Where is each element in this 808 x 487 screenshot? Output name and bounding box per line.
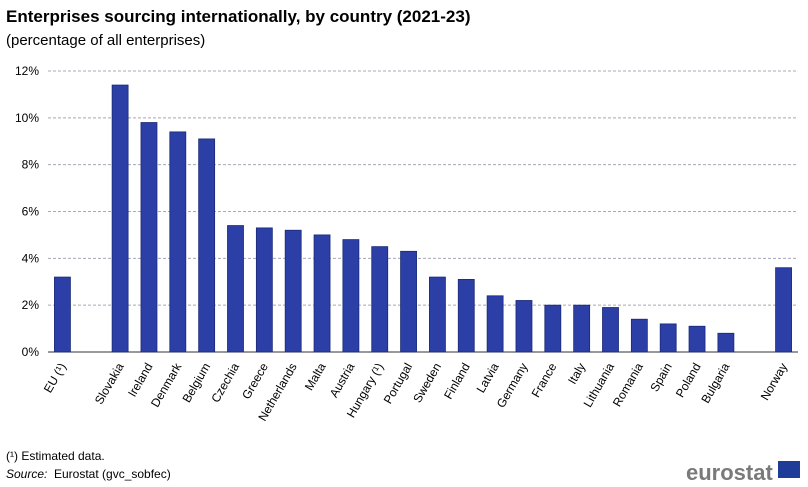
x-tick-label: France: [529, 360, 560, 400]
x-tick-label: Slovakia: [92, 360, 127, 407]
bar: [371, 246, 389, 353]
eu-flag: [778, 461, 800, 478]
x-tick-label: Czechia: [208, 360, 242, 405]
bar: [342, 239, 360, 353]
x-tick-label: Spain: [647, 361, 674, 395]
bar: [313, 234, 331, 353]
bar: [602, 307, 619, 353]
x-tick-label: Ireland: [125, 361, 155, 400]
source: Eurostat (gvc_sobfec): [54, 467, 171, 481]
bar: [169, 131, 187, 353]
y-tick-label: 4%: [22, 251, 40, 265]
y-tick-label: 0%: [22, 345, 40, 359]
x-tick-label: Latvia: [474, 360, 502, 395]
bar: [429, 276, 446, 353]
x-tick-label: Bulgaria: [698, 360, 732, 405]
chart-title: Enterprises sourcing internationally, by…: [6, 7, 470, 26]
bar: [630, 318, 648, 353]
x-tick-label: EU (¹): [41, 361, 69, 396]
bar: [54, 276, 71, 353]
bar: [544, 304, 562, 353]
bar: [573, 304, 591, 353]
x-tick-label: Italy: [565, 361, 588, 387]
y-tick-label: 6%: [22, 205, 40, 219]
y-tick-label: 12%: [15, 64, 39, 78]
bar: [140, 122, 158, 353]
bar: [659, 323, 677, 353]
x-tick-label: Greece: [239, 360, 271, 401]
footnote: (¹) Estimated data.: [6, 449, 105, 463]
x-tick-label: Sweden: [410, 361, 444, 406]
x-tick-label: Austria: [327, 360, 358, 400]
bar: [775, 267, 792, 353]
bar: [717, 332, 735, 353]
x-tick-label: Finland: [441, 361, 473, 402]
bar: [515, 300, 533, 353]
bar: [111, 84, 129, 353]
y-tick-label: 10%: [15, 111, 39, 125]
chart-subtitle: (percentage of all enterprises): [6, 32, 205, 49]
y-tick-label: 8%: [22, 158, 40, 172]
bar: [198, 138, 216, 353]
x-tick-label: Malta: [302, 360, 329, 393]
x-tick-label: Norway: [758, 361, 790, 403]
bar: [227, 225, 244, 353]
y-tick-label: 2%: [22, 298, 40, 312]
bar: [457, 279, 475, 353]
source-label: Source:: [6, 467, 47, 481]
x-tick-label: Poland: [673, 361, 704, 400]
bar: [255, 227, 273, 353]
logo: eurostat: [686, 460, 773, 485]
bar: [284, 229, 302, 353]
bar: [400, 250, 417, 353]
bar: [688, 325, 706, 353]
bar: [486, 295, 504, 353]
